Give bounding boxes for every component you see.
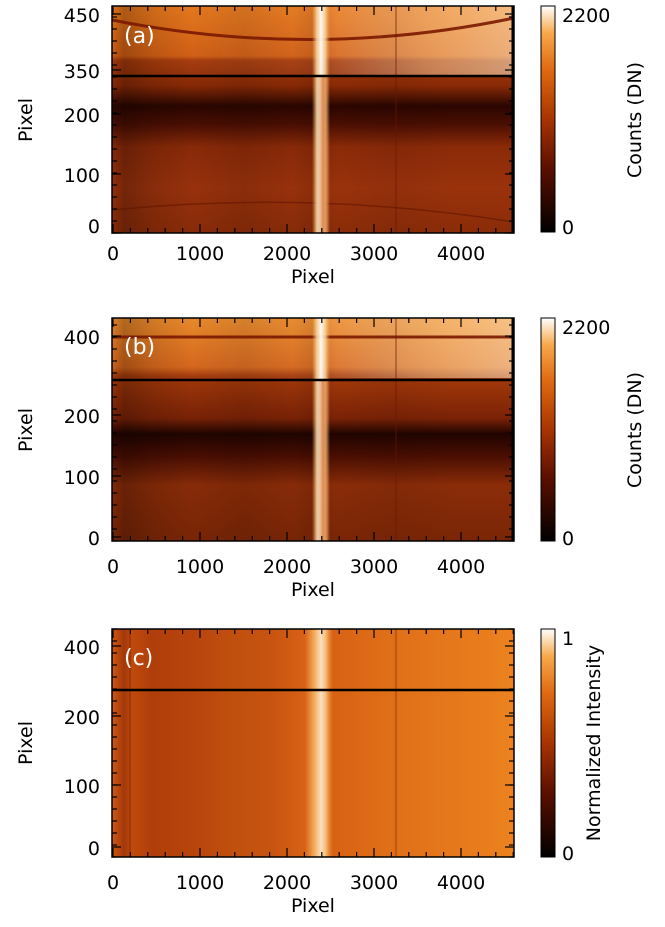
y-tick-label: 0: [88, 216, 100, 238]
x-tick-label: 1000: [176, 243, 224, 265]
y-tick-label: 400: [64, 327, 100, 349]
panel-c-label: (c): [124, 646, 153, 671]
colorbar-a-max-label: 2200: [562, 5, 610, 27]
y-tick-label: 100: [64, 467, 100, 489]
colorbar-c-max-label: 1: [562, 628, 574, 650]
y-tick-label: 100: [64, 165, 100, 187]
colorbar-c-title: Normalized Intensity: [583, 645, 605, 842]
panel-b: (b): [111, 317, 515, 542]
panel-c-frame: [111, 628, 515, 858]
panel-b-label: (b): [124, 335, 155, 360]
x-axis-title-a: Pixel: [291, 266, 335, 288]
y-axis-title-b: Pixel: [15, 408, 37, 452]
colorbar-b-max-label: 2200: [562, 317, 610, 339]
colorbar-a-title: Counts (DN): [624, 62, 646, 178]
x-tick-label: 0: [107, 872, 119, 894]
x-axis-title-c: Pixel: [291, 895, 335, 917]
colorbar-b: 2200 0 Counts (DN): [540, 317, 646, 550]
x-tick-labels-b: 0 1000 2000 3000 4000: [107, 556, 485, 578]
x-tick-label: 4000: [437, 243, 485, 265]
y-tick-label: 450: [64, 5, 100, 27]
x-tick-label: 3000: [350, 243, 398, 265]
y-tick-labels-a: 0 100 200 350 450: [64, 5, 100, 238]
y-tick-label: 200: [64, 406, 100, 428]
colorbar-a: 2200 0 Counts (DN): [540, 5, 646, 239]
colorbar-a-min-label: 0: [562, 217, 574, 239]
colorbar-c: 1 0 Normalized Intensity: [540, 628, 605, 865]
x-tick-labels-c: 0 1000 2000 3000 4000: [107, 872, 485, 894]
x-axis-title-b: Pixel: [291, 579, 335, 601]
x-tick-label: 2000: [263, 556, 311, 578]
axis-ticks: [112, 6, 514, 858]
y-tick-label: 0: [88, 528, 100, 550]
x-tick-label: 3000: [350, 872, 398, 894]
colorbar-c-min-label: 0: [562, 843, 574, 865]
y-tick-label: 350: [64, 61, 100, 83]
x-tick-label: 3000: [350, 556, 398, 578]
y-axis-title-a: Pixel: [15, 98, 37, 142]
x-tick-label: 1000: [176, 556, 224, 578]
y-tick-label: 0: [88, 838, 100, 860]
y-tick-label: 400: [64, 637, 100, 659]
x-tick-label: 4000: [437, 556, 485, 578]
x-tick-label: 1000: [176, 872, 224, 894]
panel-a-label: (a): [124, 24, 155, 49]
panel-c: (c): [111, 628, 515, 858]
x-tick-label: 0: [107, 243, 119, 265]
x-tick-label: 0: [107, 556, 119, 578]
y-tick-labels-c: 0 100 200 300 400: [64, 637, 100, 860]
y-tick-label: 200: [64, 105, 100, 127]
x-tick-label: 2000: [263, 243, 311, 265]
y-tick-labels-b: 0 100 200 400: [64, 327, 100, 550]
colorbar-b-title: Counts (DN): [624, 372, 646, 488]
y-axis-title-c: Pixel: [15, 721, 37, 765]
x-tick-label: 2000: [263, 872, 311, 894]
y-tick-label: 200: [64, 707, 100, 729]
x-tick-label: 4000: [437, 872, 485, 894]
x-tick-labels-a: 0 1000 2000 3000 4000: [107, 243, 485, 265]
y-tick-label: 100: [64, 776, 100, 798]
panel-a: (a): [111, 5, 515, 234]
colorbar-b-min-label: 0: [562, 528, 574, 550]
